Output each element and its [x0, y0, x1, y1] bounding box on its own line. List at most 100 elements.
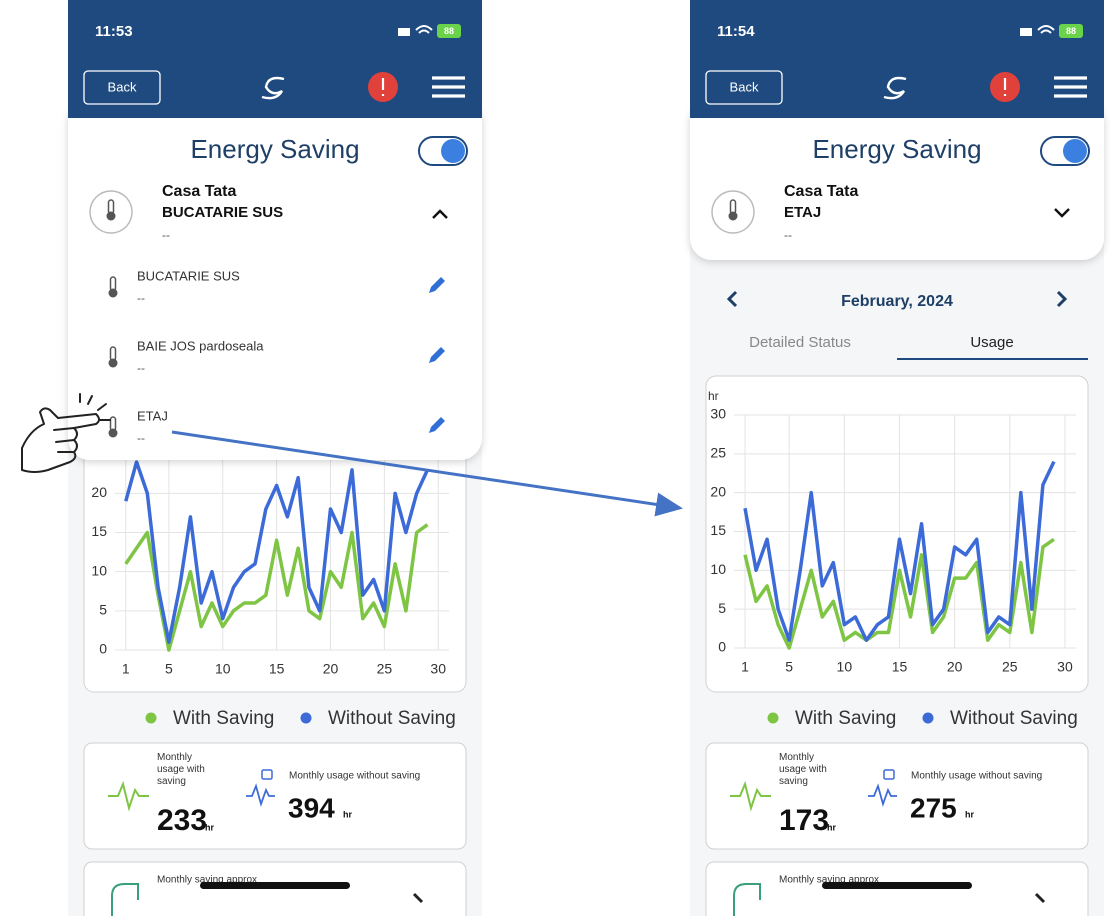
back-button[interactable]	[83, 70, 161, 105]
x-tick-label: 15	[892, 659, 908, 675]
selector-card	[68, 100, 482, 460]
calendar-icon	[883, 769, 895, 780]
menu-button[interactable]	[1054, 76, 1087, 98]
zone-option-name[interactable]: BAIE JOS pardoseala	[137, 338, 264, 353]
chevron-right[interactable]	[1034, 892, 1046, 904]
annotation	[21, 393, 683, 517]
legend-label: With Saving	[795, 708, 896, 729]
expand-toggle[interactable]	[432, 209, 448, 219]
home-indicator	[200, 882, 350, 889]
summary-label: Monthly usage without saving	[289, 771, 420, 782]
page-title: Energy Saving	[190, 134, 359, 164]
thermometer-bulb	[106, 211, 116, 221]
status-time: 11:54	[717, 23, 755, 40]
hand-icon	[21, 393, 111, 473]
zone-option-value: --	[137, 291, 145, 305]
legend-label: Without Saving	[328, 708, 456, 729]
pulse-icon	[868, 783, 897, 807]
zone-name: ETAJ	[784, 204, 821, 221]
x-tick-label: 15	[269, 661, 285, 677]
y-tick-label: 20	[710, 483, 726, 499]
toggle-knob	[441, 139, 465, 163]
leaf-icon	[733, 883, 761, 916]
x-tick-label: 25	[1002, 659, 1018, 675]
y-axis-label: hr	[708, 389, 719, 403]
zone-option-value: --	[137, 431, 145, 445]
legend-marker	[922, 712, 934, 724]
saving-label: Monthly saving approx	[157, 875, 257, 886]
summary-value: 275	[910, 792, 957, 823]
summary-value: 233	[157, 804, 207, 837]
arrow	[171, 430, 683, 517]
summary-label-box: Monthly usage with saving	[157, 752, 205, 787]
battery-level: 88	[444, 26, 454, 36]
calendar-icon	[261, 769, 273, 780]
wifi-icon	[415, 25, 433, 34]
x-tick-label: 25	[377, 661, 393, 677]
expand-toggle[interactable]	[1054, 208, 1070, 218]
thermometer-bulb	[728, 211, 738, 221]
y-tick-label: 20	[91, 484, 107, 500]
zone-option-name[interactable]: BUCATARIE SUS	[137, 268, 240, 283]
x-tick-label: 30	[430, 661, 446, 677]
phone-screen: 051015202530151015202530With SavingWitho…	[68, 0, 482, 916]
summary-label: Monthly usage without saving	[911, 771, 1042, 782]
toggle-knob	[1063, 139, 1087, 163]
legend-label: With Saving	[173, 708, 274, 729]
pulse-icon	[108, 780, 149, 812]
status-time: 11:53	[95, 23, 133, 40]
x-tick-label: 5	[165, 661, 173, 677]
home-indicator	[822, 882, 972, 889]
y-tick-label: 5	[718, 600, 726, 616]
y-tick-label: 25	[710, 445, 726, 461]
edit-button[interactable]	[429, 417, 445, 433]
x-tick-label: 20	[323, 661, 339, 677]
saving-card	[83, 861, 467, 916]
back-label[interactable]: Back	[108, 79, 137, 94]
y-tick-label: 10	[710, 561, 726, 577]
zone-option-name[interactable]: ETAJ	[137, 408, 168, 423]
edit-button[interactable]	[429, 277, 445, 293]
summary-unit: hr	[205, 822, 214, 832]
back-button[interactable]	[705, 70, 783, 105]
pulse-icon	[730, 780, 771, 812]
legend-marker	[767, 712, 779, 724]
app-logo	[261, 76, 285, 100]
selector-card	[690, 100, 1104, 260]
zone-value: --	[784, 228, 792, 242]
summary-label: Monthly usage with saving	[779, 752, 827, 787]
summary-unit: hr	[343, 809, 352, 819]
chevron-right[interactable]	[412, 892, 424, 904]
prev-month[interactable]	[726, 290, 738, 308]
menu-button[interactable]	[432, 76, 465, 98]
saving-label: Monthly saving approx	[779, 875, 879, 886]
signal-icon	[398, 28, 410, 36]
data-line	[124, 460, 430, 644]
back-label[interactable]: Back	[730, 79, 759, 94]
y-tick-label: 15	[91, 523, 107, 539]
month-label: February, 2024	[841, 293, 953, 310]
nav-bar	[68, 0, 482, 118]
chart-card	[705, 375, 1089, 693]
summary-value: 173	[779, 804, 829, 837]
x-tick-label: 10	[837, 659, 853, 675]
x-tick-label: 30	[1057, 659, 1073, 675]
y-tick-label: 5	[99, 602, 107, 618]
wifi-icon	[1037, 25, 1055, 34]
tab[interactable]: Detailed Status	[749, 334, 851, 351]
tab[interactable]: Usage	[970, 334, 1013, 351]
app-logo	[883, 76, 907, 100]
x-tick-label: 10	[215, 661, 231, 677]
next-month[interactable]	[1056, 290, 1068, 308]
y-tick-label: 0	[99, 641, 107, 657]
legend-marker	[300, 712, 312, 724]
edit-button[interactable]	[429, 347, 445, 363]
zone-option-value: --	[137, 361, 145, 375]
leaf-icon	[111, 883, 139, 916]
page-title: Energy Saving	[812, 134, 981, 164]
thermometer-bulb	[108, 288, 118, 298]
